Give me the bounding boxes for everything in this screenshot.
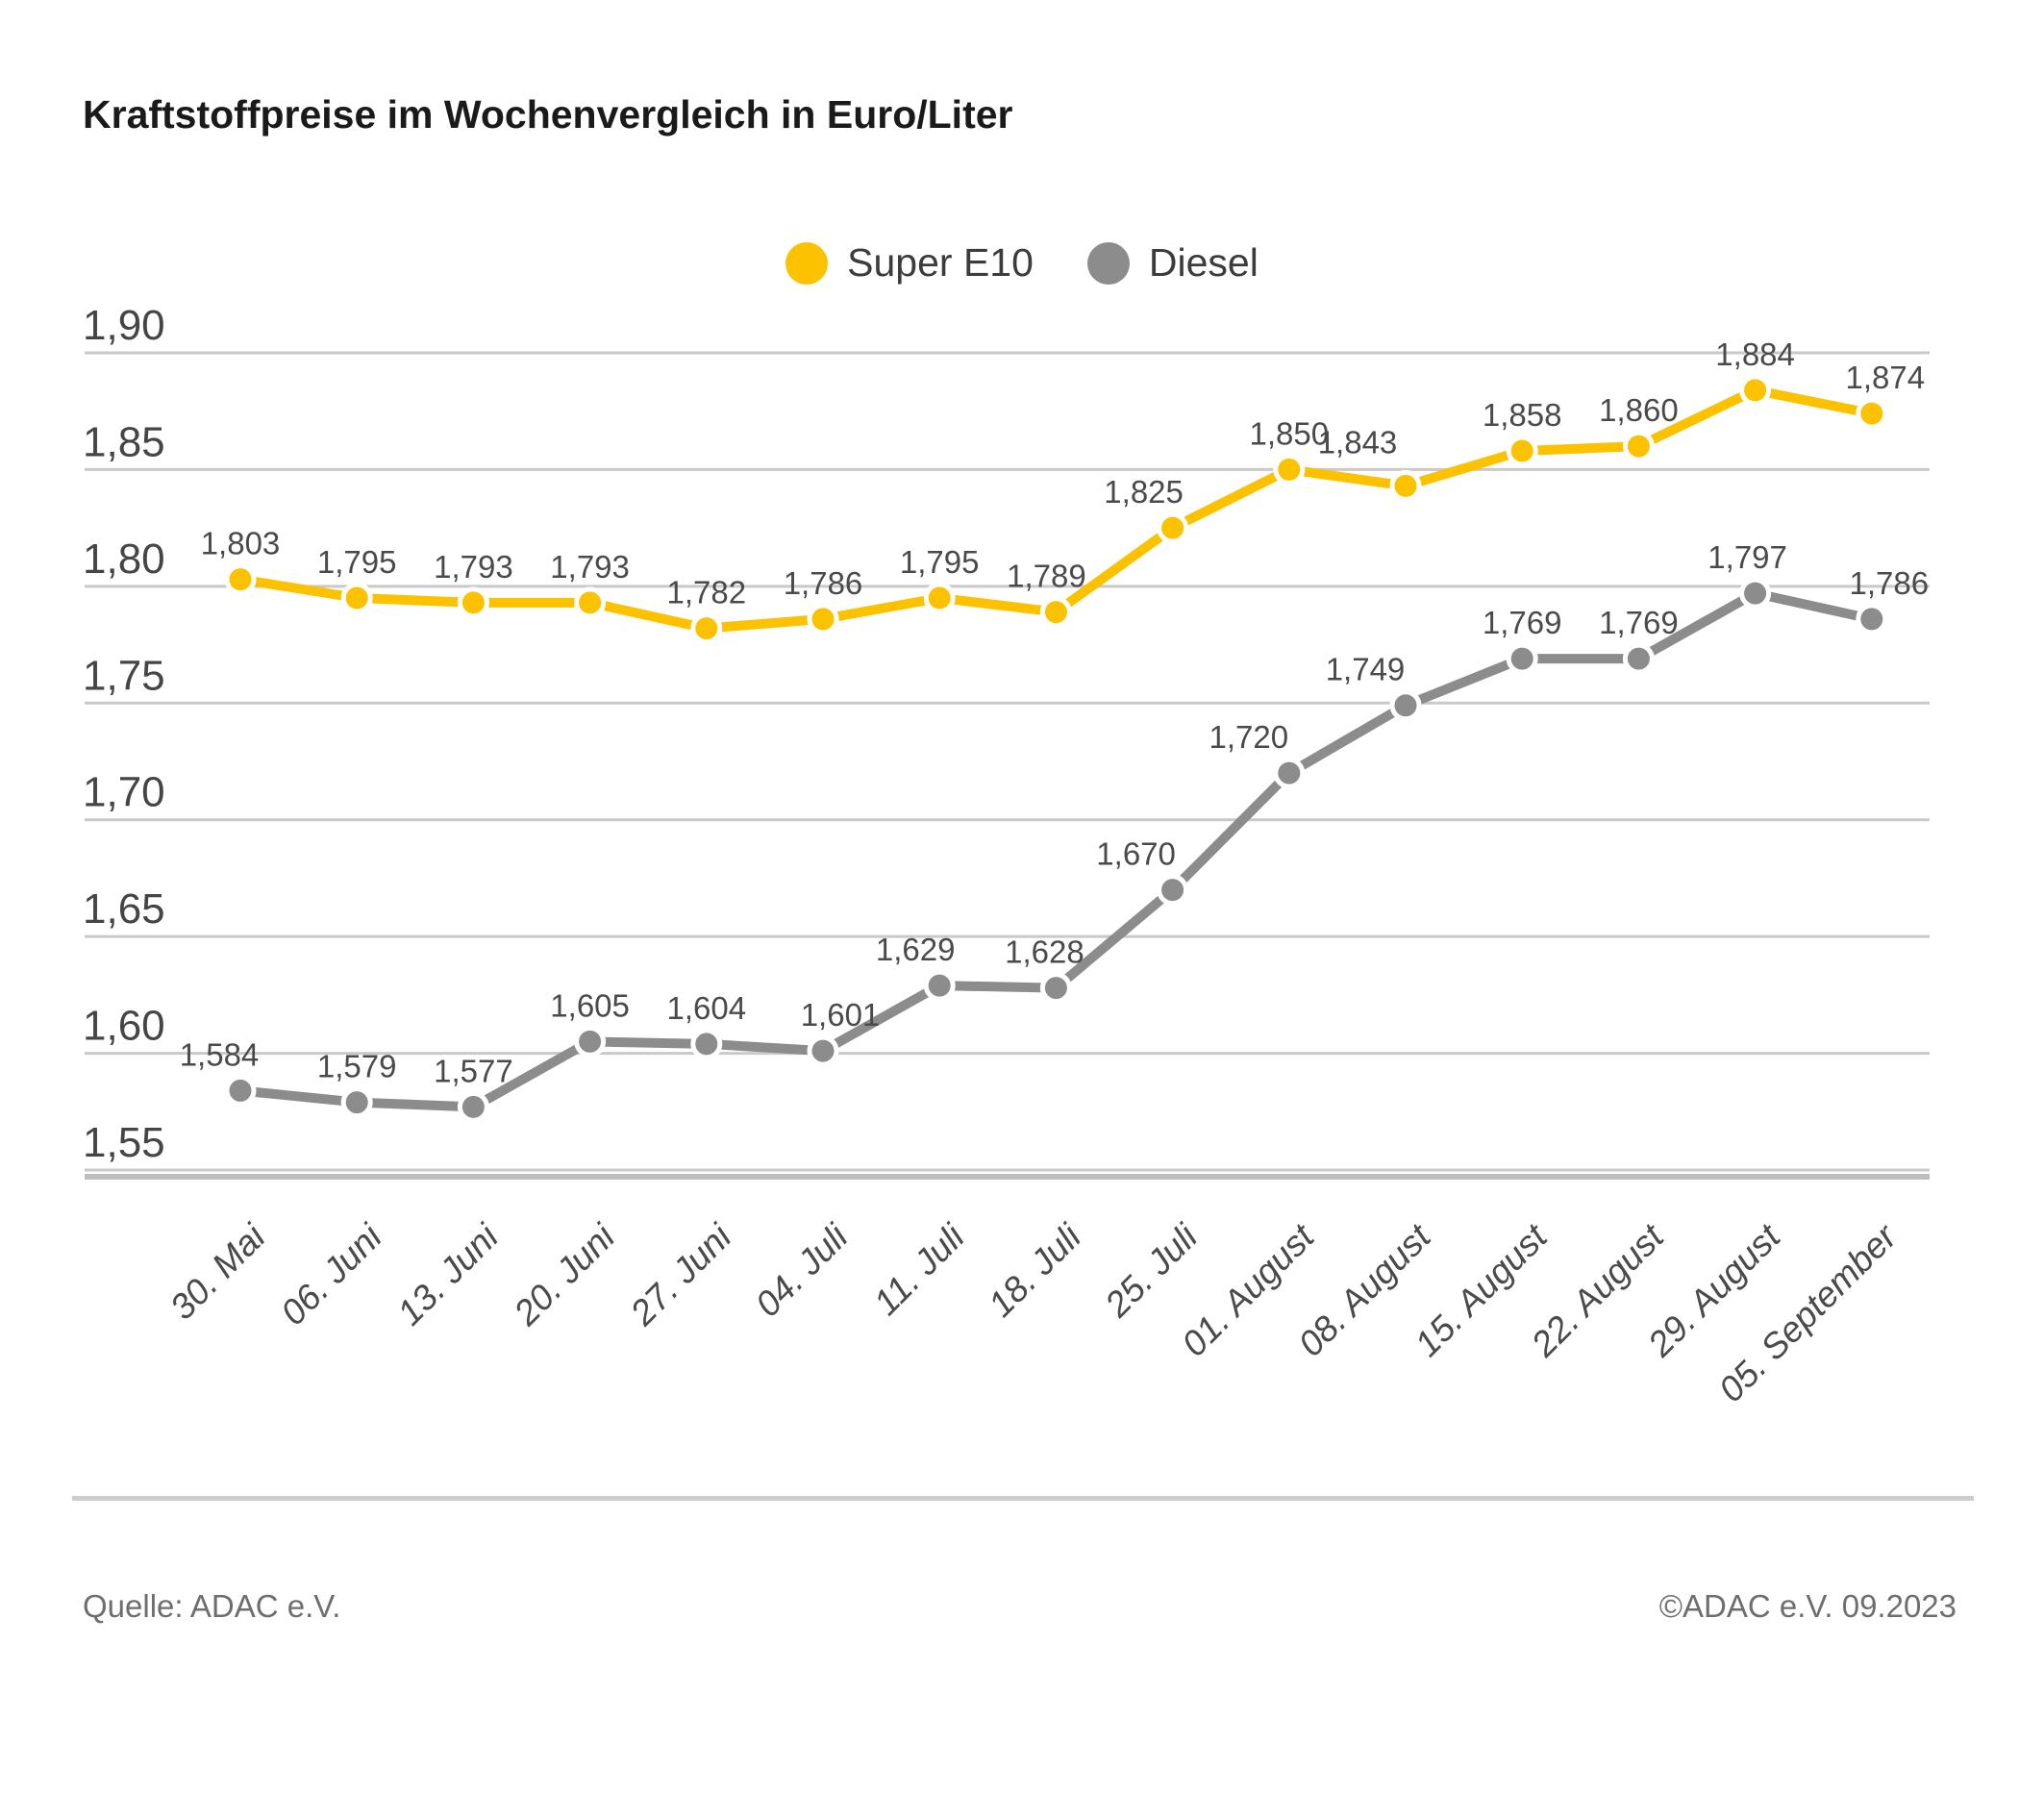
data-point-label: 1,584 xyxy=(180,1036,260,1072)
data-point-label: 1,874 xyxy=(1846,360,1926,395)
data-point-marker xyxy=(807,1034,839,1067)
y-axis-tick-label: 1,60 xyxy=(83,1003,165,1050)
footer-source: Quelle: ADAC e.V. xyxy=(83,1588,341,1624)
data-point-marker xyxy=(690,1028,723,1060)
data-point-marker xyxy=(1273,757,1306,789)
legend-label-diesel: Diesel xyxy=(1148,240,1259,285)
data-point-label: 1,628 xyxy=(1005,934,1084,970)
legend-dot-super-e10-icon xyxy=(785,241,829,285)
data-point-marker xyxy=(224,563,257,596)
data-point-label: 1,670 xyxy=(1096,836,1176,872)
x-axis-tick-label: 27. Juni xyxy=(622,1215,740,1333)
data-point-label: 1,749 xyxy=(1326,652,1406,687)
data-point-label: 1,769 xyxy=(1483,605,1562,640)
data-point-marker xyxy=(1739,577,1772,610)
data-point-label: 1,884 xyxy=(1715,336,1795,372)
data-point-marker xyxy=(1157,874,1189,907)
x-axis-tick-label: 30. Mai xyxy=(162,1215,274,1327)
data-point-marker xyxy=(340,1086,373,1119)
data-point-label: 1,577 xyxy=(434,1053,513,1088)
data-point-label: 1,786 xyxy=(784,565,863,601)
data-point-marker xyxy=(1389,689,1422,722)
data-point-label: 1,797 xyxy=(1707,539,1787,575)
data-point-label: 1,843 xyxy=(1318,424,1398,460)
data-point-marker xyxy=(1856,603,1888,635)
data-point-label: 1,795 xyxy=(900,544,980,580)
data-point-label: 1,850 xyxy=(1250,415,1330,451)
data-point-marker xyxy=(340,582,373,614)
data-point-label: 1,858 xyxy=(1483,397,1562,433)
data-point-marker xyxy=(574,586,607,619)
legend: Super E10 Diesel xyxy=(0,240,2044,286)
x-axis-tick-label: 18. Juli xyxy=(981,1215,1089,1324)
data-point-marker xyxy=(1273,453,1306,486)
series-line-diesel xyxy=(236,588,1877,1112)
data-point-marker xyxy=(457,586,489,619)
y-axis-tick-label: 1,70 xyxy=(83,769,165,816)
data-point-marker xyxy=(224,1074,257,1107)
x-axis-tick-label: 06. Juni xyxy=(273,1215,390,1332)
data-point-marker xyxy=(1039,972,1072,1005)
data-point-marker xyxy=(923,582,956,614)
data-point-label: 1,720 xyxy=(1209,719,1289,755)
legend-dot-diesel-icon xyxy=(1086,241,1130,285)
legend-item-super-e10: Super E10 xyxy=(785,240,1034,286)
data-point-marker xyxy=(1739,374,1772,407)
data-point-label: 1,793 xyxy=(550,549,630,585)
y-axis-tick-label: 1,85 xyxy=(83,418,165,465)
x-axis-tick-label: 11. Juli xyxy=(866,1215,973,1322)
chart-title: Kraftstoffpreise im Wochenvergleich in E… xyxy=(83,92,1013,137)
y-axis-tick-label: 1,65 xyxy=(83,885,165,933)
data-point-label: 1,782 xyxy=(667,575,747,610)
x-axis-tick-label: 04. Juli xyxy=(748,1215,857,1324)
data-point-marker xyxy=(923,969,956,1002)
y-axis-tick-label: 1,90 xyxy=(83,302,165,349)
legend-item-diesel: Diesel xyxy=(1086,240,1259,286)
data-point-label: 1,789 xyxy=(1007,559,1086,594)
legend-label-super-e10: Super E10 xyxy=(847,240,1034,285)
footer-copyright: ©ADAC e.V. 09.2023 xyxy=(1658,1588,1957,1624)
data-point-marker xyxy=(1856,397,1888,430)
data-point-marker xyxy=(690,612,723,645)
y-axis-tick-label: 1,80 xyxy=(83,535,165,583)
data-point-label: 1,579 xyxy=(317,1049,397,1084)
data-point-marker xyxy=(574,1025,607,1058)
data-point-marker xyxy=(1622,430,1655,462)
data-point-marker xyxy=(1157,511,1189,544)
data-point-marker xyxy=(1389,469,1422,502)
data-point-marker xyxy=(807,603,839,635)
data-point-marker xyxy=(1506,642,1538,675)
data-point-label: 1,786 xyxy=(1850,565,1930,601)
data-point-marker xyxy=(457,1090,489,1123)
data-point-label: 1,825 xyxy=(1104,474,1184,510)
data-point-marker xyxy=(1506,435,1538,467)
data-point-label: 1,860 xyxy=(1599,392,1679,428)
data-point-label: 1,769 xyxy=(1599,605,1679,640)
y-axis-tick-label: 1,75 xyxy=(83,652,165,699)
data-point-label: 1,605 xyxy=(550,987,630,1023)
x-axis-tick-label: 13. Juni xyxy=(389,1215,507,1332)
data-point-label: 1,803 xyxy=(201,526,281,561)
data-point-label: 1,604 xyxy=(667,990,747,1026)
data-point-label: 1,601 xyxy=(801,997,881,1033)
data-point-label: 1,795 xyxy=(317,544,397,580)
x-axis-tick-label: 20. Juni xyxy=(506,1215,624,1333)
y-axis-tick-label: 1,55 xyxy=(83,1119,165,1166)
x-axis-tick-label: 25. Juli xyxy=(1097,1215,1207,1325)
data-point-label: 1,793 xyxy=(434,549,513,585)
data-point-marker xyxy=(1622,642,1655,675)
data-point-label: 1,629 xyxy=(876,932,956,967)
footer-divider xyxy=(72,1496,1974,1501)
data-point-marker xyxy=(1039,596,1072,629)
